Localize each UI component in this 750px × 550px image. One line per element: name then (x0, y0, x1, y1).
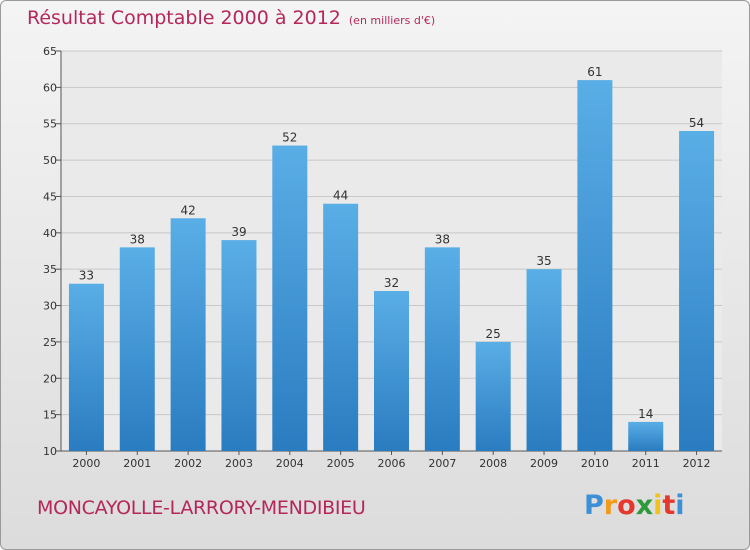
y-tick-label: 25 (43, 336, 57, 349)
y-tick-label: 65 (43, 45, 57, 58)
y-tick-label: 60 (43, 81, 57, 94)
data-label: 61 (587, 65, 602, 79)
y-tick-label: 20 (43, 372, 57, 385)
data-label: 52 (282, 131, 297, 145)
x-tick-label: 2006 (378, 457, 406, 470)
x-tick-label: 2011 (632, 457, 660, 470)
data-label: 39 (231, 225, 246, 239)
logo-letter: i (675, 490, 685, 521)
bar (374, 291, 409, 451)
logo-letter: x (635, 490, 654, 521)
labels: 10 15 20 25 30 35 40 45 50 55 60 65 33 2000 38 2001 42 20… (43, 45, 711, 470)
y-tick-label: 30 (43, 300, 57, 313)
data-label: 38 (130, 232, 145, 246)
title-row: Résultat Comptable 2000 à 2012 (en millie… (27, 7, 435, 29)
y-tick-label: 35 (43, 263, 57, 276)
x-tick-label: 2008 (479, 457, 507, 470)
bar (577, 80, 613, 451)
chart-title: Résultat Comptable 2000 à 2012 (27, 7, 341, 29)
data-label: 14 (638, 407, 653, 421)
y-tick-label: 50 (43, 154, 57, 167)
data-label: 32 (384, 276, 399, 290)
data-label: 35 (536, 254, 551, 268)
x-tick-label: 2005 (327, 457, 355, 470)
logo-letter: P (584, 490, 604, 521)
y-tick-label: 15 (43, 409, 57, 422)
bar (475, 341, 511, 451)
logo-letter: t (662, 490, 676, 521)
logo-letter: i (653, 490, 663, 521)
commune-name: MONCAYOLLE-LARRORY-MENDIBIEU (37, 497, 366, 519)
bar (628, 421, 664, 451)
bar (68, 283, 104, 451)
x-tick-label: 2004 (276, 457, 304, 470)
x-tick-label: 2000 (72, 457, 100, 470)
x-tick-label: 2002 (174, 457, 202, 470)
chart-subtitle: (en milliers d'€) (348, 14, 436, 27)
x-tick-label: 2012 (683, 457, 711, 470)
data-label: 25 (486, 327, 501, 341)
x-tick-label: 2003 (225, 457, 253, 470)
proxiti-logo[interactable]: Proxiti (584, 490, 685, 521)
y-tick-label: 10 (43, 445, 57, 458)
bars (68, 80, 715, 451)
y-tick-label: 55 (43, 118, 57, 131)
bar (221, 240, 257, 451)
bar (119, 247, 155, 451)
logo-letter: r (603, 490, 618, 521)
x-tick-label: 2010 (581, 457, 609, 470)
logo-letter: o (617, 490, 636, 521)
y-tick-label: 45 (43, 190, 57, 203)
bar (679, 131, 715, 451)
bar (272, 145, 308, 451)
x-tick-label: 2001 (123, 457, 151, 470)
x-tick-label: 2009 (530, 457, 558, 470)
bar (424, 247, 460, 451)
x-tick-label: 2007 (428, 457, 456, 470)
data-label: 38 (435, 232, 450, 246)
y-tick-label: 40 (43, 227, 57, 240)
data-label: 54 (689, 116, 704, 130)
data-label: 44 (333, 189, 348, 203)
bar (526, 269, 562, 451)
data-label: 33 (79, 269, 94, 283)
bar (170, 218, 206, 451)
bar (323, 203, 359, 451)
data-label: 42 (180, 203, 195, 217)
